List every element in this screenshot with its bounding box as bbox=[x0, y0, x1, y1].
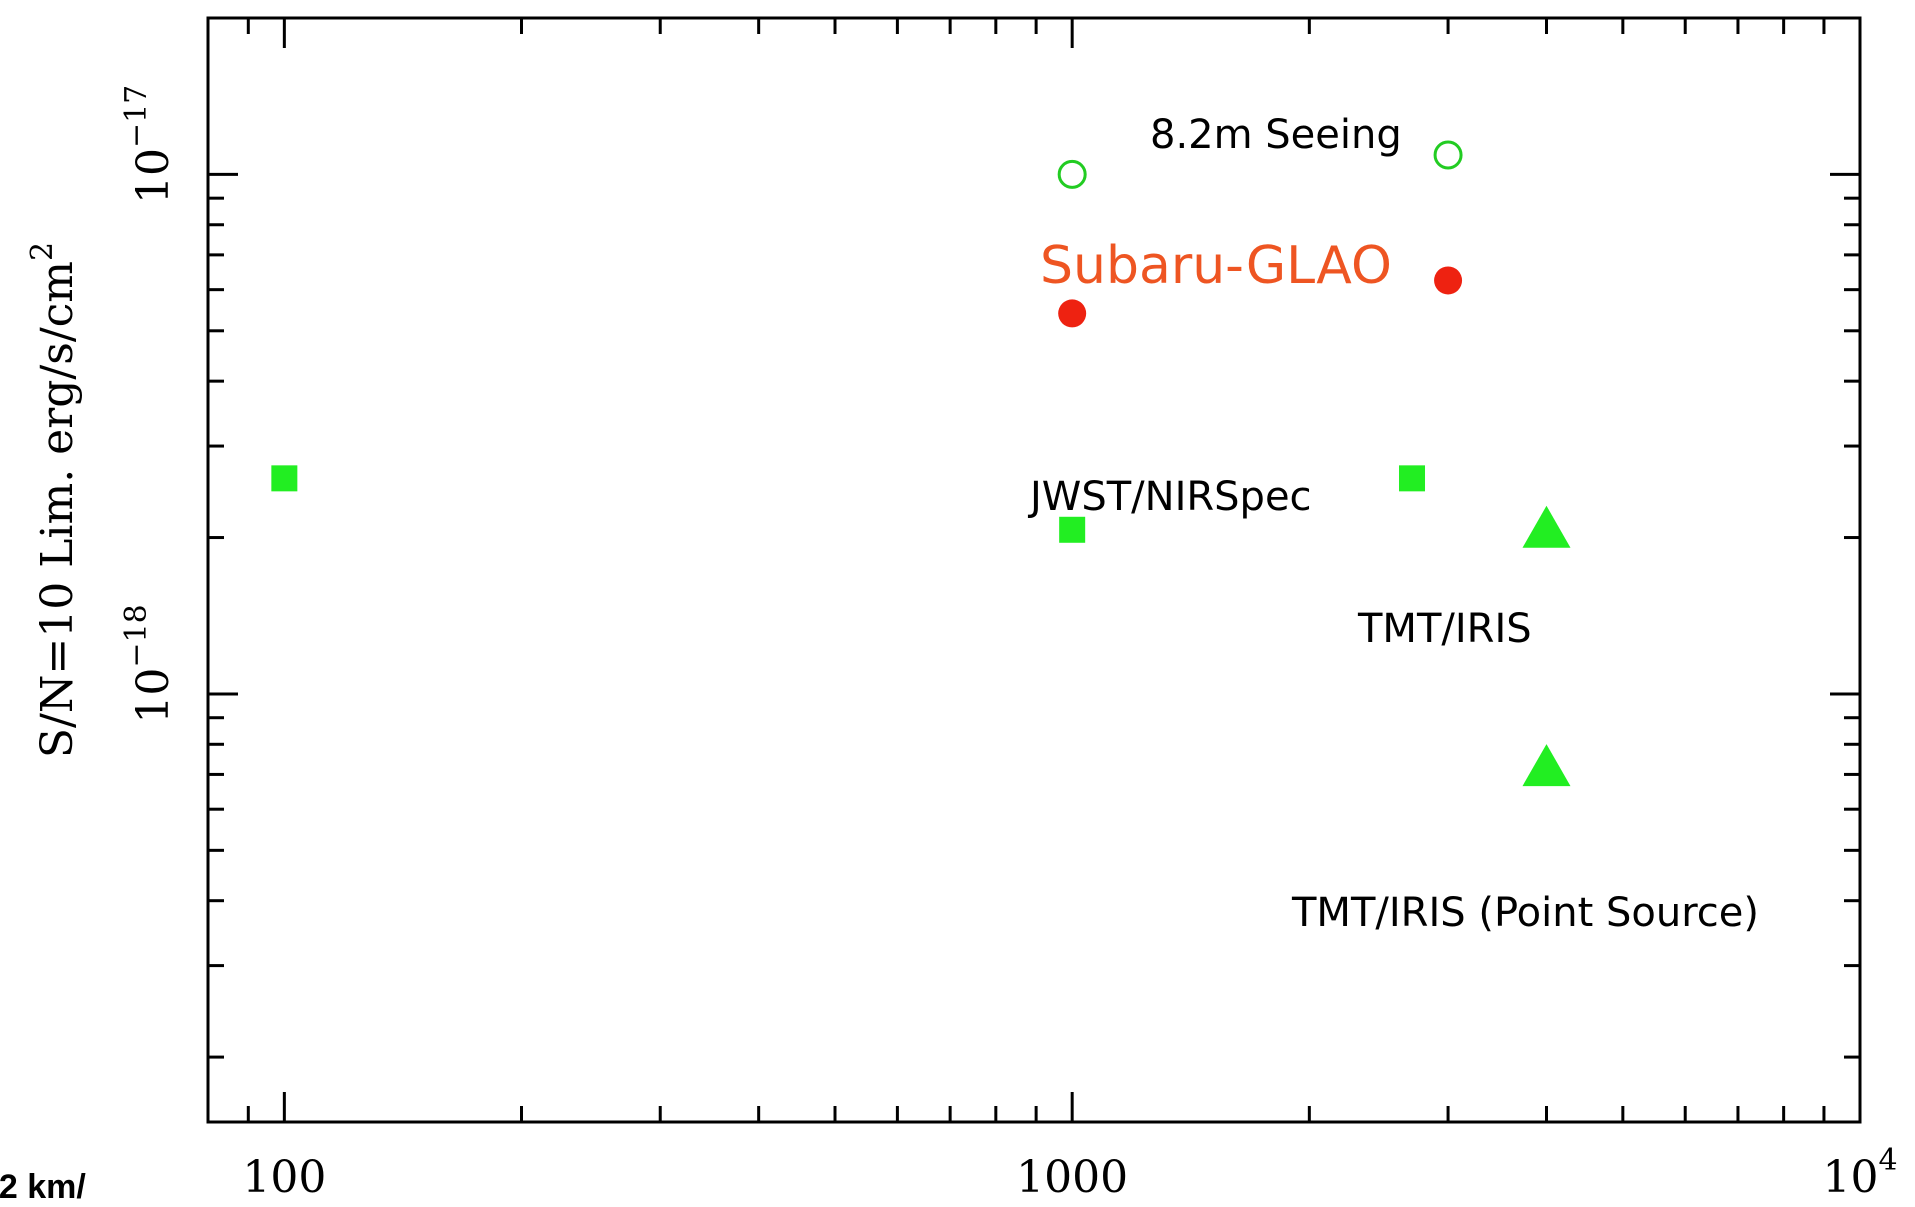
data-point bbox=[1522, 505, 1571, 548]
annotation-subaru-glao: Subaru-GLAO bbox=[1040, 236, 1392, 296]
data-point bbox=[1434, 266, 1463, 295]
axis-ticks bbox=[206, 16, 1862, 1122]
data-point bbox=[1399, 465, 1426, 492]
x-tick-label: 104 bbox=[1822, 1143, 1897, 1203]
data-point bbox=[1433, 140, 1463, 170]
data-point bbox=[271, 465, 298, 492]
annotation-8-2m-seeing: 8.2m Seeing bbox=[1150, 112, 1402, 158]
x-tick-label: 100 bbox=[242, 1152, 326, 1203]
annotations: 8.2m Seeing Subaru-GLAO JWST/NIRSpec TMT… bbox=[1027, 112, 1759, 936]
y-tick-label: 10−17 bbox=[119, 85, 179, 204]
annotation-tmt-iris-point-source: TMT/IRIS (Point Source) bbox=[1291, 890, 1759, 936]
corner-text: 02 km/ bbox=[0, 1168, 86, 1206]
y-tick-label: 10−18 bbox=[119, 604, 179, 723]
x-tick-label: 1000 bbox=[1016, 1152, 1128, 1203]
y-tick-labels: 10−17 10−18 bbox=[119, 85, 179, 724]
data-point bbox=[1522, 744, 1571, 787]
data-marks bbox=[271, 140, 1571, 787]
y-axis-label: S/N=10 Lim. erg/s/cm2 bbox=[25, 242, 83, 758]
data-point bbox=[1058, 299, 1087, 328]
annotation-jwst-nirspec: JWST/NIRSpec bbox=[1027, 474, 1312, 520]
data-point bbox=[1057, 159, 1087, 189]
plot-frame bbox=[206, 16, 1862, 1124]
data-point bbox=[1059, 516, 1086, 543]
annotation-tmt-iris: TMT/IRIS bbox=[1357, 606, 1532, 652]
x-tick-labels: 100 1000 104 bbox=[242, 1143, 1897, 1203]
